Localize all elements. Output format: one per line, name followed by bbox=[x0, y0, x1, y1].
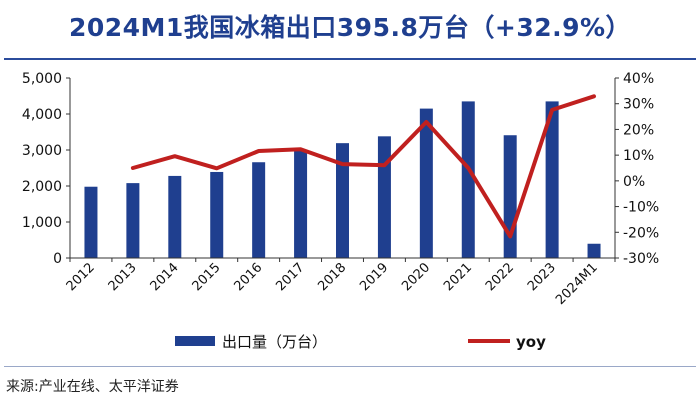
right-tick-label: 0% bbox=[623, 174, 645, 190]
bar-2013 bbox=[126, 183, 140, 258]
yoy-line bbox=[130, 94, 596, 239]
x-tick-label: 2024M1 bbox=[553, 260, 601, 308]
bar-2012 bbox=[84, 186, 98, 258]
left-tick-label: 2,000 bbox=[22, 179, 62, 195]
chart-title: 2024M1我国冰箱出口395.8万台（+32.9%） bbox=[68, 13, 632, 42]
x-tick-label: 2023 bbox=[525, 260, 559, 294]
bar-2020 bbox=[419, 108, 433, 258]
legend-bar-swatch bbox=[175, 336, 215, 346]
x-tick-label: 2020 bbox=[399, 260, 433, 294]
legend-bar-label: 出口量（万台） bbox=[222, 333, 327, 351]
title-divider bbox=[4, 58, 696, 60]
x-tick-label: 2019 bbox=[357, 260, 391, 294]
right-tick-label: -10% bbox=[623, 200, 659, 216]
bar-2019 bbox=[377, 136, 391, 258]
bar-2016 bbox=[252, 162, 266, 258]
left-tick-label: 0 bbox=[53, 251, 62, 267]
x-tick-label: 2022 bbox=[483, 260, 517, 294]
bar-2014 bbox=[168, 175, 182, 258]
bar-2022 bbox=[503, 135, 517, 258]
bar-2024M1 bbox=[587, 243, 601, 258]
bar-2021 bbox=[461, 101, 475, 259]
left-tick-label: 4,000 bbox=[22, 107, 62, 123]
right-tick-label: -20% bbox=[623, 225, 659, 241]
left-tick-label: 3,000 bbox=[22, 143, 62, 159]
x-tick-label: 2013 bbox=[106, 260, 140, 294]
bar-2018 bbox=[336, 143, 349, 258]
bar-2017 bbox=[294, 149, 308, 258]
legend-line-label: yoy bbox=[516, 333, 546, 351]
x-tick-label: 2014 bbox=[148, 260, 182, 294]
x-tick-label: 2021 bbox=[441, 260, 475, 294]
x-tick-label: 2012 bbox=[64, 260, 98, 294]
right-tick-label: 10% bbox=[623, 148, 654, 164]
left-tick-label: 1,000 bbox=[22, 215, 62, 231]
chart-canvas: 0 1,000 2,000 3,000 4,000 5,000 -30% -20% -10% 0%… bbox=[22, 71, 659, 351]
source-note: 来源:产业在线、太平洋证券 bbox=[6, 379, 179, 395]
right-tick-label: 20% bbox=[623, 122, 654, 138]
right-tick-label: 40% bbox=[623, 71, 654, 87]
bar-2015 bbox=[210, 171, 224, 258]
right-tick-label: 30% bbox=[623, 97, 654, 113]
footer-divider bbox=[4, 366, 696, 367]
x-tick-label: 2015 bbox=[190, 260, 224, 294]
right-tick-label: -30% bbox=[623, 251, 659, 267]
x-tick-label: 2017 bbox=[273, 260, 307, 294]
x-tick-label: 2018 bbox=[315, 260, 349, 294]
x-tick-label: 2016 bbox=[231, 260, 265, 294]
left-tick-label: 5,000 bbox=[22, 71, 62, 87]
bar-2023 bbox=[545, 101, 559, 259]
